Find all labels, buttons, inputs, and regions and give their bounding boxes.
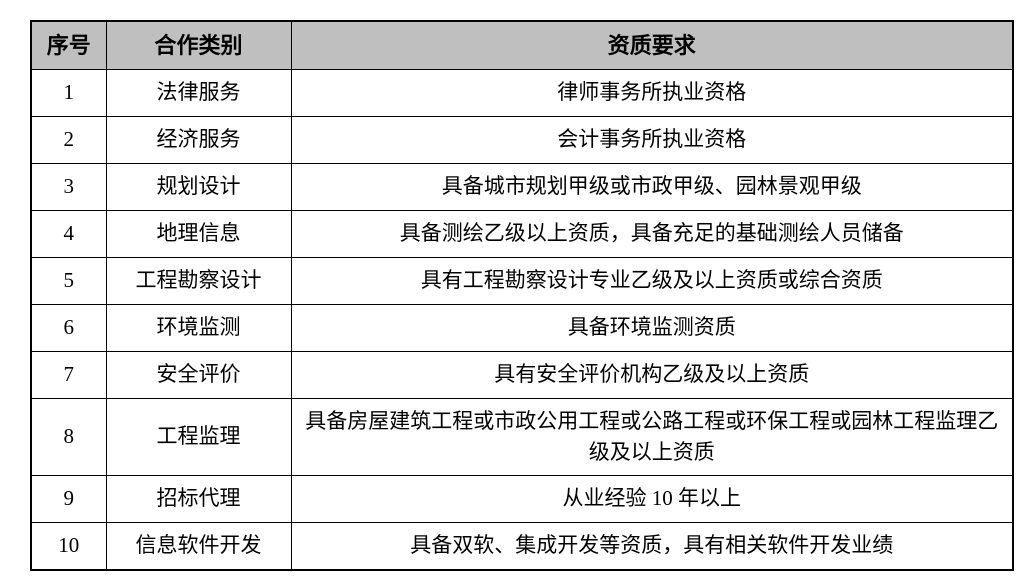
cell-requirement: 具备环境监测资质 [290,304,1014,352]
cell-requirement: 会计事务所执业资格 [290,116,1014,164]
table-row: 10 信息软件开发 具备双软、集成开发等资质，具有相关软件开发业绩 [30,522,1014,571]
header-cell-no: 序号 [30,20,107,70]
cell-requirement: 具备房屋建筑工程或市政公用工程或公路工程或环保工程或园林工程监理乙级及以上资质 [290,398,1014,476]
table-row: 6 环境监测 具备环境监测资质 [30,304,1014,352]
table-row: 1 法律服务 律师事务所执业资格 [30,69,1014,117]
header-cell-category: 合作类别 [105,20,292,70]
table-row: 4 地理信息 具备测绘乙级以上资质，具备充足的基础测绘人员储备 [30,210,1014,258]
cell-no: 7 [30,351,107,399]
table-row: 3 规划设计 具备城市规划甲级或市政甲级、园林景观甲级 [30,163,1014,211]
cell-requirement: 具备测绘乙级以上资质，具备充足的基础测绘人员储备 [290,210,1014,258]
cell-category: 经济服务 [105,116,292,164]
table-row: 2 经济服务 会计事务所执业资格 [30,116,1014,164]
cell-category: 规划设计 [105,163,292,211]
header-cell-requirement: 资质要求 [290,20,1014,70]
cell-no: 6 [30,304,107,352]
qualification-table: 序号 合作类别 资质要求 1 法律服务 律师事务所执业资格 2 经济服务 会计事… [30,20,1014,571]
cell-no: 8 [30,398,107,476]
cell-category: 环境监测 [105,304,292,352]
cell-no: 10 [30,522,107,571]
cell-requirement: 具备城市规划甲级或市政甲级、园林景观甲级 [290,163,1014,211]
table-row: 8 工程监理 具备房屋建筑工程或市政公用工程或公路工程或环保工程或园林工程监理乙… [30,398,1014,476]
cell-category: 工程监理 [105,398,292,476]
cell-requirement: 具有安全评价机构乙级及以上资质 [290,351,1014,399]
cell-requirement: 从业经验 10 年以上 [290,475,1014,523]
cell-category: 地理信息 [105,210,292,258]
cell-no: 9 [30,475,107,523]
table-row: 7 安全评价 具有安全评价机构乙级及以上资质 [30,351,1014,399]
cell-requirement: 具有工程勘察设计专业乙级及以上资质或综合资质 [290,257,1014,305]
cell-category: 招标代理 [105,475,292,523]
cell-no: 3 [30,163,107,211]
cell-category: 信息软件开发 [105,522,292,571]
cell-no: 4 [30,210,107,258]
cell-requirement: 具备双软、集成开发等资质，具有相关软件开发业绩 [290,522,1014,571]
table-row: 5 工程勘察设计 具有工程勘察设计专业乙级及以上资质或综合资质 [30,257,1014,305]
cell-category: 工程勘察设计 [105,257,292,305]
table-row: 9 招标代理 从业经验 10 年以上 [30,475,1014,523]
cell-no: 1 [30,69,107,117]
cell-requirement: 律师事务所执业资格 [290,69,1014,117]
cell-category: 安全评价 [105,351,292,399]
cell-no: 2 [30,116,107,164]
cell-no: 5 [30,257,107,305]
table-header-row: 序号 合作类别 资质要求 [30,20,1014,70]
cell-category: 法律服务 [105,69,292,117]
